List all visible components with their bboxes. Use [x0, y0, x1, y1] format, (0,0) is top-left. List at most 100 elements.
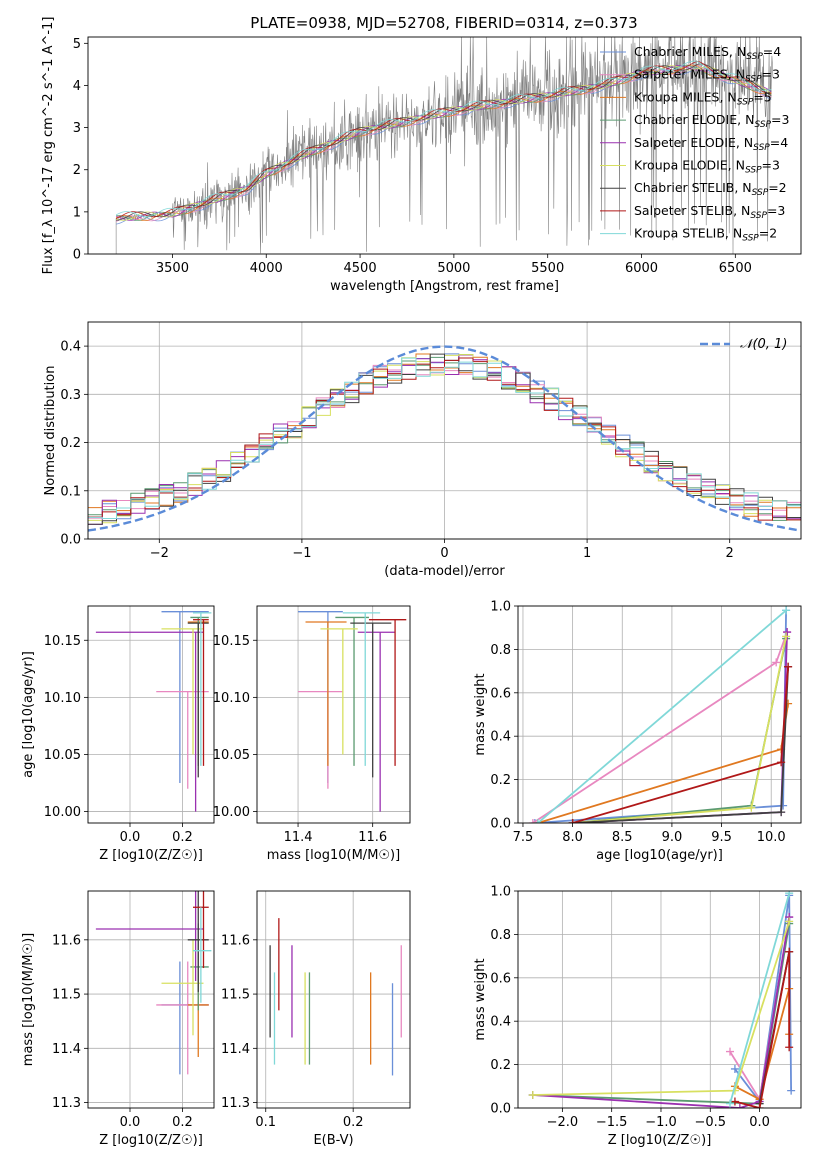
x-tick-label: 9.5 — [711, 830, 732, 845]
x-tick-label: 0.0 — [120, 830, 141, 845]
x-tick-label: 0.1 — [255, 1115, 276, 1130]
x-tick-label: −0.5 — [694, 1115, 726, 1130]
model-spectrum-line — [115, 64, 772, 221]
panel-mass_vs_Z: 0.0 0.2 11.3 11.4 11.5 11.6 Z [log10(Z/Z☉)] mas… — [21, 890, 215, 1148]
weight-marker — [777, 808, 786, 817]
model-spectrum-line — [115, 64, 772, 222]
weight-marker — [777, 758, 786, 767]
y-tick-label: 0.2 — [60, 436, 81, 451]
legend-label: Kroupa ELODIE, NSSP=3 — [634, 158, 780, 176]
y-tick-label: 10.15 — [213, 634, 250, 649]
y-tick-label: 11.6 — [221, 933, 250, 948]
x-tick-label: 10.0 — [757, 830, 786, 845]
figure-title: PLATE=0938, MJD=52708, FIBERID=0314, z=0… — [250, 14, 637, 32]
weight-line — [734, 895, 792, 1104]
model-spectrum-line — [115, 64, 772, 221]
plot-area-mass_vs_Z — [95, 891, 212, 1075]
axes-frame — [87, 321, 802, 540]
x-tick-label: 6500 — [719, 261, 752, 276]
x-axis-label: Z [log10(Z/Z☉)] — [99, 848, 203, 863]
x-axis-label: E(B-V) — [313, 1133, 353, 1148]
x-tick-label: 11.6 — [358, 830, 387, 845]
weight-marker — [533, 819, 542, 823]
weight-line — [572, 666, 789, 823]
panel-weight_vs_age: 7.5 8.0 8.5 9.0 9.5 10.0 0.0 0.2 0.4 0.6 0.8 1.0 age… — [473, 600, 802, 863]
x-tick-label: 4500 — [344, 261, 377, 276]
y-tick-label: 0.4 — [60, 340, 81, 355]
y-tick-label: 11.3 — [52, 1096, 81, 1111]
y-tick-label: 0.0 — [490, 1102, 511, 1117]
weight-line — [572, 636, 787, 823]
model-spectrum-line — [115, 61, 772, 219]
y-tick-label: 0.2 — [490, 773, 511, 788]
legend-label: Kroupa MILES, NSSP=5 — [634, 89, 772, 107]
weight-marker — [528, 819, 537, 823]
axes-weight_vs_age: 7.5 8.0 8.5 9.0 9.5 10.0 0.0 0.2 0.4 0.6 0.8 1.0 age… — [473, 600, 802, 863]
y-axis-label: Flux [f_λ 10^-17 erg cm^-2 s^-1 A^-1] — [41, 17, 56, 275]
axes-weight_vs_Z: −2.0 −1.5 −1.0 −0.5 0.0 0.0 0.2 0.4 0.6 0.8 1.0 Z [… — [473, 885, 802, 1148]
plot-area-age_vs_Z — [95, 611, 212, 812]
weight-marker — [787, 1086, 796, 1095]
plot-area-spectrum — [115, 37, 774, 254]
y-tick-label: 10.15 — [44, 634, 81, 649]
axes-spectrum: 3500 4000 4500 5000 5500 6000 6500 0 1 2 3 4 5 wavele… — [41, 17, 802, 294]
plot-area-weight_vs_Z — [528, 891, 796, 1108]
y-tick-label: 0.8 — [490, 643, 511, 658]
weight-marker — [530, 819, 539, 823]
y-tick-label: 11.6 — [52, 933, 81, 948]
residual-histogram-line — [88, 353, 801, 525]
normal-curve — [88, 345, 799, 532]
y-tick-label: 1 — [73, 205, 81, 220]
weight-line — [734, 951, 791, 1108]
y-tick-label: 11.5 — [221, 988, 250, 1003]
x-tick-label: 0.2 — [343, 1115, 364, 1130]
legend-label: 𝒩(0, 1) — [740, 337, 787, 352]
y-tick-label: 0.6 — [490, 686, 511, 701]
axes-frame — [517, 605, 802, 824]
weight-marker — [785, 1043, 794, 1052]
axes-age_vs_mass: 11.4 11.6 10.00 10.05 10.10 10.15 mass [log10(… — [213, 605, 411, 863]
weight-marker — [528, 1090, 537, 1099]
weight-marker — [782, 606, 791, 615]
axes-frame — [87, 36, 802, 255]
axes-mass_vs_Z: 0.0 0.2 11.3 11.4 11.5 11.6 Z [log10(Z/Z☉)] mas… — [21, 890, 215, 1148]
y-tick-label: 10.05 — [213, 748, 250, 763]
legend-label: Chabrier MILES, NSSP=4 — [634, 44, 781, 62]
y-tick-label: 11.3 — [221, 1096, 250, 1111]
x-axis-label: age [log10(age/yr)] — [596, 848, 723, 863]
x-axis-label: (data-model)/error — [384, 564, 505, 579]
x-axis-label: Z [log10(Z/Z☉)] — [99, 1133, 203, 1148]
panel-weight_vs_Z: −2.0 −1.5 −1.0 −0.5 0.0 0.0 0.2 0.4 0.6 0.8 1.0 Z [… — [473, 885, 802, 1148]
plot-area-residual_hist — [88, 345, 801, 532]
x-tick-label: −1.0 — [645, 1115, 677, 1130]
spectrum-legend: Chabrier MILES, NSSP=4 Salpeter MILES, NS… — [600, 44, 789, 244]
weight-line — [729, 892, 791, 1104]
axes-age_vs_Z: 0.0 0.2 10.00 10.05 10.10 10.15 Z [log10(Z/Z☉)… — [21, 605, 215, 863]
y-axis-label: age [log10(age/yr)] — [21, 651, 36, 778]
weight-marker — [730, 1064, 739, 1073]
y-tick-label: 11.4 — [221, 1042, 250, 1057]
y-tick-label: 5 — [73, 37, 81, 52]
weight-line — [537, 609, 787, 823]
y-tick-label: 0 — [73, 248, 81, 263]
weight-marker — [747, 803, 756, 812]
x-tick-label: 11.4 — [284, 830, 313, 845]
panel-spectrum: 3500 4000 4500 5000 5500 6000 6500 0 1 2 3 4 5 wavele… — [41, 17, 802, 294]
y-tick-label: 11.4 — [52, 1042, 81, 1057]
plot-area-weight_vs_age — [528, 606, 793, 823]
axes-frame — [87, 890, 215, 1109]
x-tick-label: 8.5 — [612, 830, 633, 845]
x-tick-label: 0.2 — [172, 830, 193, 845]
y-tick-label: 0.1 — [60, 484, 81, 499]
x-tick-label: −2 — [150, 546, 169, 561]
weight-marker — [772, 658, 781, 667]
panel-age_vs_mass: 11.4 11.6 10.00 10.05 10.10 10.15 mass [log10(… — [213, 605, 411, 863]
x-tick-label: −2.0 — [547, 1115, 579, 1130]
legend-label: Salpeter ELODIE, NSSP=4 — [634, 135, 788, 153]
axes-frame — [517, 890, 802, 1109]
grid-weight_vs_age — [518, 605, 801, 824]
axes-frame — [87, 605, 215, 824]
y-tick-label: 1.0 — [490, 600, 511, 615]
axes-mass_vs_ebv: 0.1 0.2 11.3 11.4 11.5 11.6 E(B-V) — [221, 890, 411, 1148]
model-spectrum-line — [116, 66, 772, 225]
